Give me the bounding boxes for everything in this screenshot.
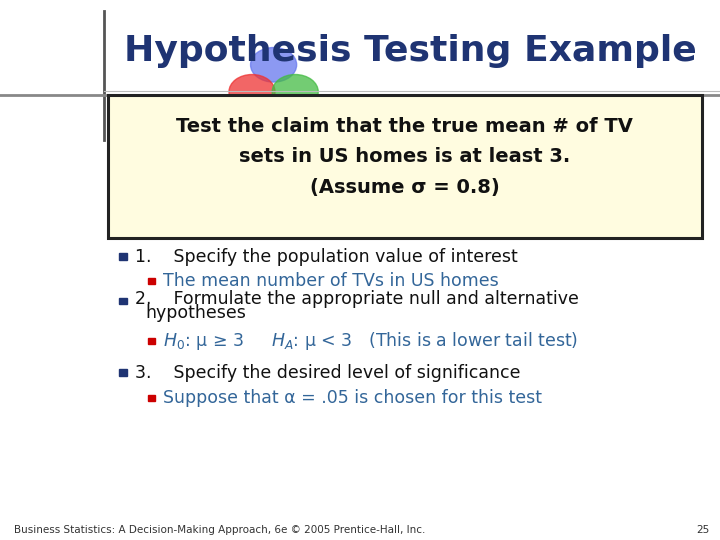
Text: hypotheses: hypotheses <box>145 304 246 322</box>
Text: sets in US homes is at least 3.: sets in US homes is at least 3. <box>239 147 570 166</box>
Text: The mean number of TVs in US homes: The mean number of TVs in US homes <box>163 272 499 290</box>
Bar <box>148 339 156 344</box>
Bar <box>148 278 156 284</box>
Bar <box>119 369 127 376</box>
Bar <box>119 253 127 260</box>
Bar <box>119 298 127 304</box>
Text: 25: 25 <box>696 525 709 535</box>
Text: Suppose that α = .05 is chosen for this test: Suppose that α = .05 is chosen for this … <box>163 389 542 407</box>
Text: Test the claim that the true mean # of TV: Test the claim that the true mean # of T… <box>176 117 633 137</box>
Text: Hypothesis Testing Example: Hypothesis Testing Example <box>124 35 697 68</box>
Text: 1.    Specify the population value of interest: 1. Specify the population value of inter… <box>135 247 518 266</box>
Bar <box>148 395 156 401</box>
FancyBboxPatch shape <box>108 94 702 238</box>
Text: 2.    Formulate the appropriate null and alternative: 2. Formulate the appropriate null and al… <box>135 289 578 308</box>
Text: $H_0$: μ ≥ 3     $H_A$: μ < 3   (This is a lower tail test): $H_0$: μ ≥ 3 $H_A$: μ < 3 (This is a low… <box>163 330 579 352</box>
Circle shape <box>229 75 275 109</box>
Text: (Assume σ = 0.8): (Assume σ = 0.8) <box>310 178 500 198</box>
Circle shape <box>272 75 318 109</box>
Circle shape <box>251 96 297 131</box>
Circle shape <box>251 48 297 82</box>
Text: 3.    Specify the desired level of significance: 3. Specify the desired level of signific… <box>135 363 520 382</box>
Text: Business Statistics: A Decision-Making Approach, 6e © 2005 Prentice-Hall, Inc.: Business Statistics: A Decision-Making A… <box>14 525 426 535</box>
